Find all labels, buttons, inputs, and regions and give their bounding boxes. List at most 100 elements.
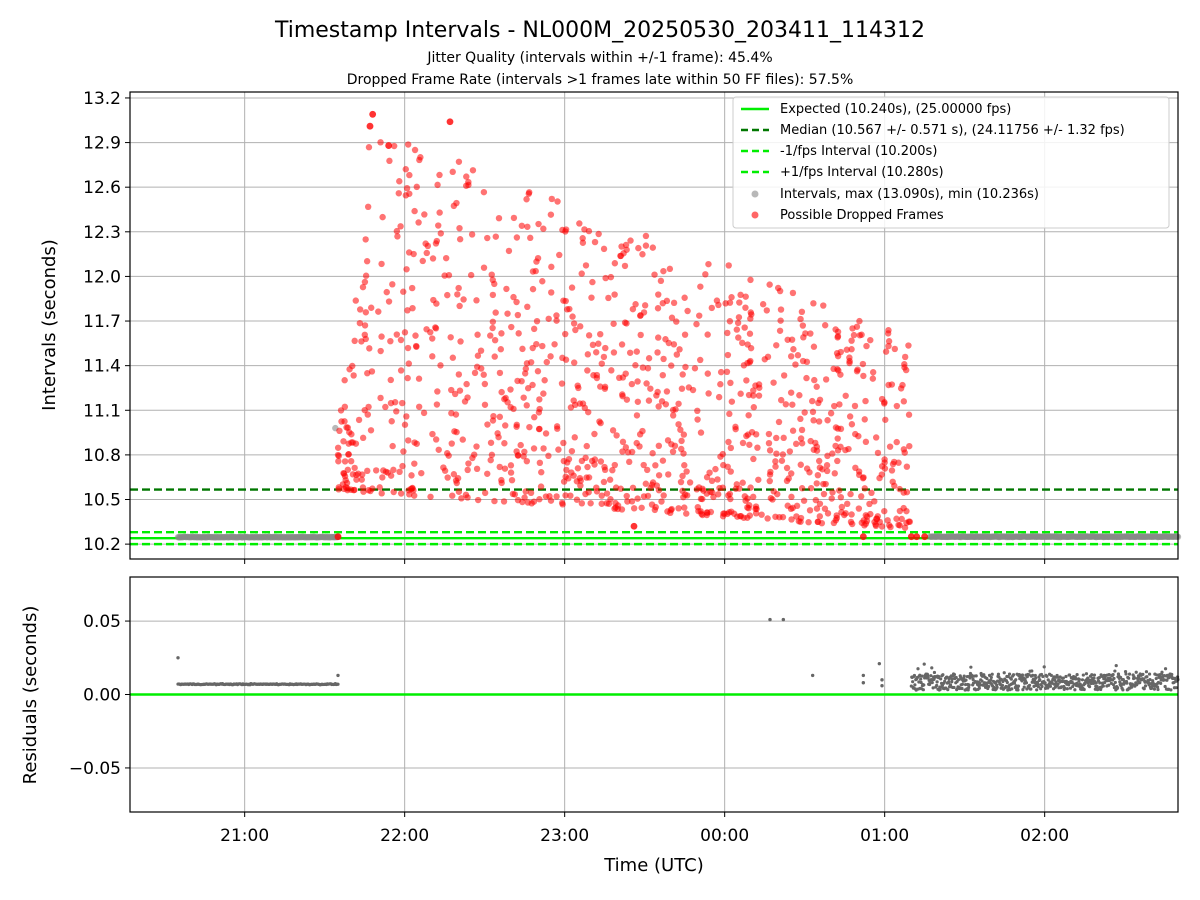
dropped-frame-point [562,356,570,363]
dropped-frame-point [642,232,650,240]
dropped-frame-point [654,388,661,396]
dropped-frame-point [803,465,811,472]
dropped-frame-point [367,427,375,434]
dropped-frame-point [605,294,612,302]
dropped-frame-point [341,403,349,411]
dropped-frame-point [828,495,835,502]
residual-point [1063,686,1067,690]
dropped-frame-point [556,251,563,259]
dropped-frame-point [458,495,465,502]
dropped-frame-point [872,434,880,441]
dropped-frame-point [628,380,636,388]
dropped-frame-point [504,310,511,317]
dropped-frame-point [491,336,499,344]
dropped-frame-point [335,458,342,465]
dropped-frame-point [570,320,578,327]
dropped-frame-point [401,421,409,428]
dropped-frame-point [812,496,820,504]
dropped-frame-point [389,281,396,288]
dropped-frame-point [903,488,911,496]
dropped-frame-point [491,497,498,505]
dropped-frame-point [507,386,514,393]
dropped-frame-point [568,469,575,476]
dropped-frame-point [786,448,794,455]
residual-point [971,677,975,682]
dropped-frame-point [834,352,842,360]
dropped-frame-point [859,533,867,541]
dropped-frame-point [393,227,401,235]
dropped-frame-point [387,376,394,384]
residual-point [935,683,939,688]
dropped-frame-point [739,479,746,486]
residual-point [985,676,989,681]
dropped-frame-point [529,268,537,275]
dropped-frame-point [393,408,400,415]
dropped-frame-point [622,370,629,377]
residual-point [1155,673,1159,677]
dropped-frame-point [854,366,861,373]
dropped-frame-point [836,401,843,408]
dropped-frame-point [383,288,390,296]
dropped-frame-point [405,360,413,367]
dropped-frame-point [548,195,556,203]
dropped-frame-point [821,505,829,512]
dropped-frame-point [527,234,534,242]
dropped-frame-point [903,463,911,470]
bottom-ticks: −0.05 0.00 0.05 21:00 22:00 23:00 00:00 01:00 02… [69,612,1069,846]
legend-dropped-label: Possible Dropped Frames [780,208,944,223]
dropped-frame-point [618,506,626,513]
dropped-frame-point [897,385,905,392]
dropped-frame-point [634,495,641,502]
dropped-frame-point [562,473,569,480]
dropped-frame-point [773,434,780,442]
dropped-frame-point [628,448,636,456]
dropped-frame-point [361,406,368,414]
dropped-frame-point [632,301,639,308]
residual-point [937,674,941,679]
dropped-frame-point [647,385,654,392]
dropped-frame-point [368,304,375,311]
dropped-frame-point [489,276,496,284]
dropped-frame-point [404,374,411,382]
dropped-frame-point [582,262,590,269]
dropped-frame-point [433,300,440,307]
dropped-frame-point [790,346,797,353]
residual-point [1061,679,1065,684]
dropped-frame-point [553,312,560,319]
dropped-frame-point [375,308,382,315]
dropped-frame-point [593,349,600,356]
residual-point [1127,672,1132,676]
dropped-frame-point [758,511,765,518]
dropped-frame-point [399,462,406,470]
dropped-frame-point [881,507,888,515]
x-axis-label: Time (UTC) [603,855,704,876]
legend: Expected (10.240s), (25.00000 fps) Media… [732,96,1170,229]
dropped-frame-point [800,497,808,504]
residual-point [1165,678,1169,682]
dropped-frame-point [747,484,754,491]
dropped-frame-point [562,492,569,499]
dropped-frame-point [816,464,824,471]
dropped-frame-point [441,467,449,474]
dropped-frame-point [859,474,867,482]
dropped-frame-point [829,450,836,457]
dropped-frame-point [463,380,470,388]
residual-point [1118,680,1122,684]
dropped-frame-point [668,314,676,321]
dropped-frame-point [648,481,656,489]
dropped-frame-point [770,488,777,495]
dropped-frame-point [523,196,530,203]
dropped-frame-point [422,240,429,247]
dropped-frame-point [705,260,712,268]
dropped-frame-point [811,376,818,384]
dropped-frame-point [582,454,589,462]
dropped-frame-point [824,452,831,460]
residual-point [1114,664,1118,668]
dropped-frame-point [862,397,869,405]
dropped-frame-point [855,468,863,475]
dropped-frame-point [739,339,746,347]
residual-point [1035,688,1039,692]
dropped-frame-point [822,376,830,383]
dropped-frame-point [682,363,689,371]
dropped-frame-point [848,511,855,518]
